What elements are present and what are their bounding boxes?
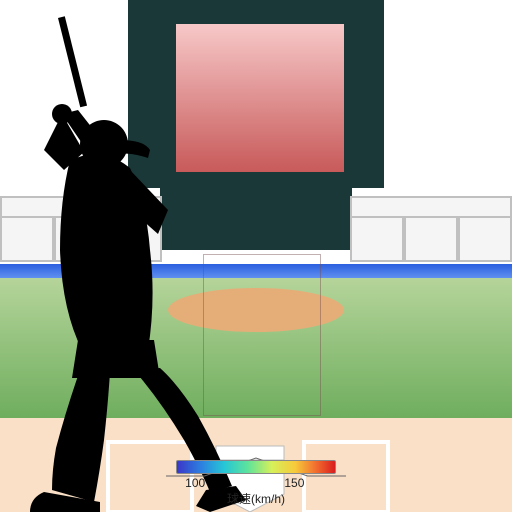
speed-colorbar-legend: 100 150 球速(km/h) [164,454,348,506]
pitch-location-chart: 100 150 球速(km/h) [0,0,512,512]
batter-silhouette [0,0,512,512]
colorbar-tick-label: 100 [183,476,207,490]
colorbar-tick-label: 150 [282,476,306,490]
colorbar-axis-label: 球速(km/h) [196,490,316,507]
speed-colorbar [176,460,336,474]
